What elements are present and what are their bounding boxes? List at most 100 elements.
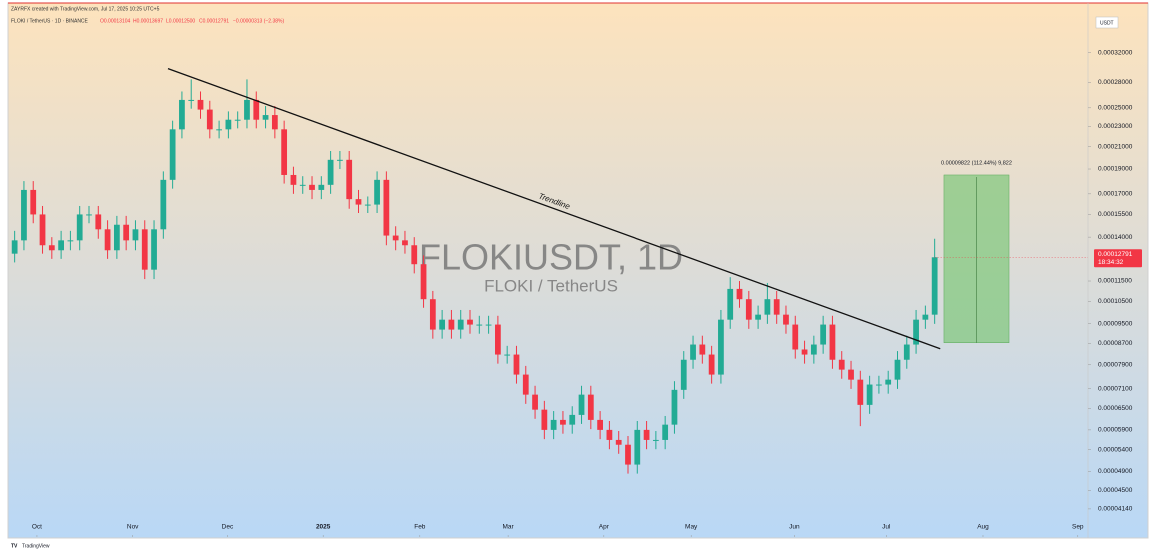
candle-body (439, 319, 446, 330)
legend-value: −0.00000313 (−2.38%) (233, 18, 284, 24)
footer-logo: TV (11, 543, 18, 549)
candle-body (30, 189, 37, 215)
candle-body (504, 354, 511, 356)
candle-body (634, 429, 641, 465)
y-tick-label: 0.00032000 (1098, 49, 1133, 56)
candle-body (485, 324, 492, 326)
y-tick-label: 0.00019000 (1098, 166, 1133, 173)
candle-body (104, 229, 111, 251)
candle-body (801, 349, 808, 355)
candle-body (299, 184, 306, 186)
candle-body (169, 129, 176, 180)
candle-body (643, 429, 650, 440)
legend-value: L0.00012500 (166, 18, 195, 24)
candle-body (690, 344, 696, 360)
x-tick-label: Feb (414, 524, 426, 531)
candle-body (262, 115, 269, 120)
candle-body (346, 159, 353, 200)
candle-body (188, 99, 195, 101)
candle-body (792, 324, 799, 350)
y-tick-label: 0.00006500 (1098, 405, 1133, 412)
candle-body (429, 299, 436, 330)
x-tick-label: May (685, 524, 698, 531)
candle-body (838, 359, 845, 370)
measure-label: 0.00009822 (112.44%) 9,822 (941, 160, 1012, 166)
y-tick-label: 0.00023000 (1098, 123, 1133, 130)
currency: USDT (1100, 20, 1114, 26)
x-tick-label: Oct (32, 524, 42, 531)
candle-body (392, 235, 399, 241)
x-tick-label: Nov (127, 524, 139, 531)
last-price-countdown: 18:34:32 (1098, 259, 1124, 266)
candle-body (48, 245, 55, 251)
symbol: FLOKI / TetherUS · 1D · BINANCE (11, 18, 89, 24)
candle-body (550, 419, 557, 430)
candle-body (885, 379, 892, 385)
legend-value: H0.00013697 (133, 18, 163, 24)
candle-body (522, 374, 529, 395)
x-tick-label: Dec (222, 524, 234, 531)
x-tick-label: Jun (789, 524, 800, 531)
candle-body (597, 419, 603, 430)
candle-body (606, 429, 613, 440)
author-line: ZAYRFX created with TradingView.com, Jul… (11, 6, 160, 12)
y-tick-label: 0.00025000 (1098, 105, 1133, 112)
candle-body (11, 240, 18, 254)
candle-body (76, 214, 83, 241)
candle-body (411, 245, 418, 265)
candle-body (922, 314, 929, 320)
legend-value: O0.00013104 (100, 18, 131, 24)
candle-body (383, 179, 390, 236)
candle-body (727, 288, 734, 320)
candle-body (615, 439, 622, 445)
x-tick-label: Jul (882, 524, 891, 531)
candle-body (337, 159, 343, 161)
candle-body (197, 99, 204, 110)
candle-body (848, 369, 854, 380)
candle-body (467, 319, 473, 325)
y-tick-label: 0.00004500 (1098, 487, 1133, 494)
candle-body (271, 115, 278, 130)
candle-body (810, 344, 817, 355)
candle-body (132, 229, 139, 241)
candle-body (123, 224, 130, 241)
candle-body (652, 439, 659, 441)
candle-body (866, 384, 873, 405)
candle-body (476, 324, 483, 326)
candle-body (560, 419, 566, 425)
candle-body (541, 409, 548, 430)
candle-body (662, 424, 669, 440)
candle-body (290, 174, 297, 185)
candle-body (903, 344, 910, 360)
candle-body (179, 99, 185, 130)
candle-body (876, 384, 882, 386)
x-tick-label: Mar (503, 524, 515, 531)
y-tick-label: 0.00004900 (1098, 468, 1133, 475)
candle-body (374, 179, 380, 205)
candle-body (327, 159, 334, 185)
candle-body (587, 394, 594, 420)
y-tick-label: 0.00010500 (1098, 298, 1133, 305)
legend-value: C0.00012791 (199, 18, 229, 24)
x-tick-label: 2025 (316, 524, 331, 531)
candle-body (67, 240, 74, 242)
x-tick-label: Aug (977, 524, 989, 531)
last-price-label: 0.00012791 (1098, 251, 1133, 258)
y-tick-label: 0.00011500 (1098, 278, 1132, 285)
candle-body (894, 359, 901, 380)
y-tick-label: 0.00009500 (1098, 320, 1133, 327)
candle-body (309, 184, 315, 190)
candle-body (318, 184, 325, 190)
candle-body (569, 414, 576, 425)
x-tick-label: Apr (599, 524, 610, 531)
candle-body (931, 257, 938, 315)
candle-body (736, 288, 743, 300)
y-tick-label: 0.00005400 (1098, 446, 1133, 453)
candle-body (578, 394, 585, 415)
y-tick-label: 0.00017000 (1098, 191, 1133, 198)
y-tick-label: 0.00021000 (1098, 143, 1133, 150)
candle-body (160, 179, 167, 230)
candle-body (420, 264, 427, 300)
y-tick-label: 0.00008700 (1098, 340, 1133, 347)
